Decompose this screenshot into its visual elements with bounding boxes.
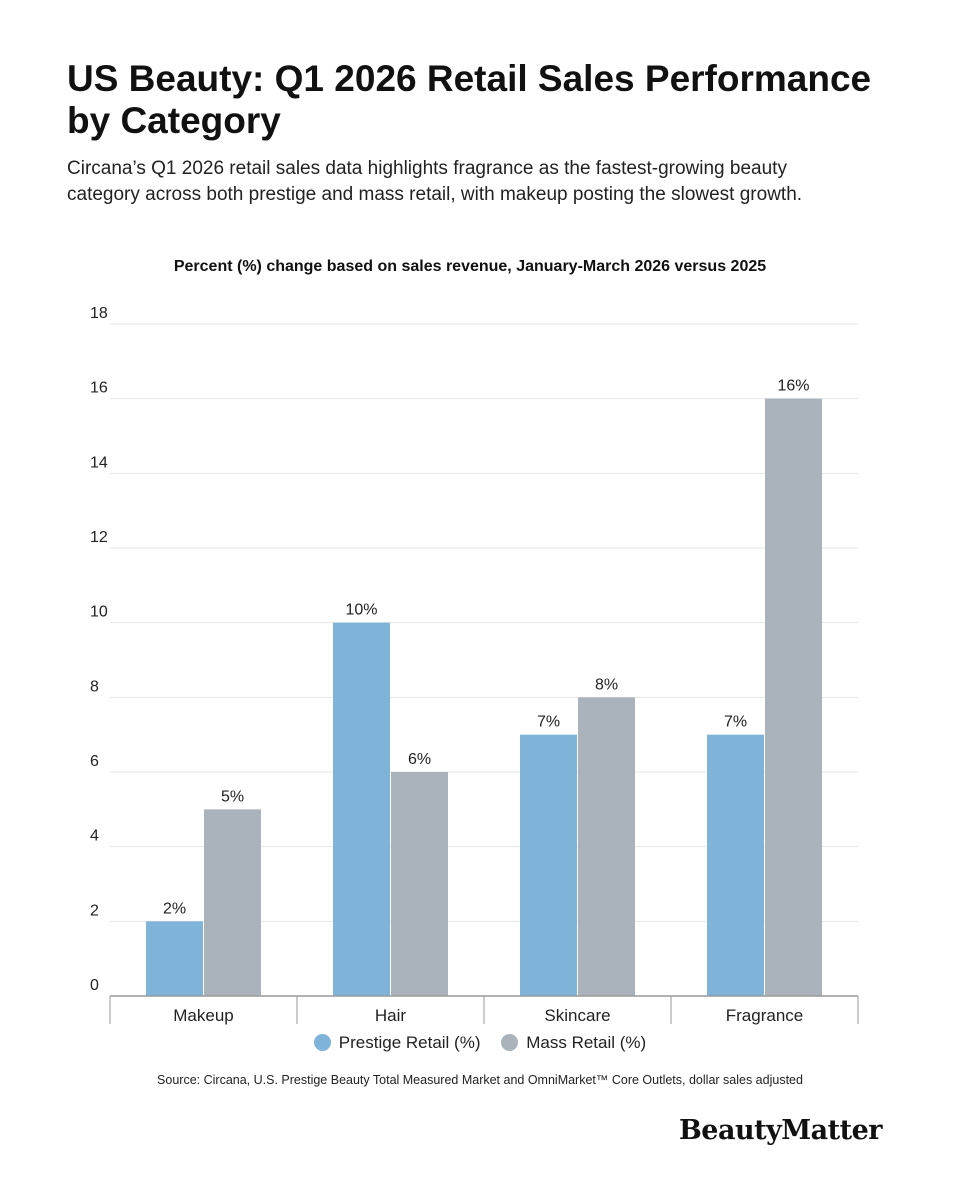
- y-tick-label: 16: [90, 380, 108, 397]
- bar-skincare-mass: [578, 697, 635, 996]
- y-tick-label: 12: [90, 529, 108, 546]
- legend-label-prestige: Prestige Retail (%): [338, 1032, 481, 1052]
- legend-swatch-prestige: [313, 1033, 331, 1051]
- bar-skincare-prestige: [520, 734, 577, 996]
- bar-makeup-mass: [204, 809, 261, 996]
- x-tick-label-hair: Hair: [375, 1006, 407, 1025]
- x-tick-label-skincare: Skincare: [544, 1006, 610, 1025]
- y-tick-label: 4: [90, 828, 99, 845]
- x-axis: Makeup Hair Skincare Fragrance: [109, 995, 859, 1025]
- data-label: 16%: [777, 378, 809, 395]
- legend: Prestige Retail (%) Mass Retail (%): [0, 1032, 960, 1053]
- y-tick-label: 14: [90, 454, 108, 471]
- data-label: 5%: [221, 788, 244, 805]
- page-title: US Beauty: Q1 2026 Retail Sales Performa…: [67, 58, 872, 141]
- data-label: 7%: [724, 714, 747, 731]
- legend-label-mass: Mass Retail (%): [526, 1032, 647, 1052]
- bar-hair-prestige: [333, 622, 390, 996]
- legend-item-mass: Mass Retail (%): [501, 1033, 646, 1053]
- y-tick-label: 18: [90, 305, 108, 322]
- data-label: 8%: [595, 676, 618, 693]
- y-axis-ticks: 0 2 4 6 8 10 12 14 16 18: [90, 305, 108, 994]
- bar-makeup-prestige: [146, 921, 203, 996]
- source-note: Source: Circana, U.S. Prestige Beauty To…: [157, 1073, 803, 1087]
- y-tick-label: 10: [90, 604, 108, 621]
- y-tick-label: 6: [90, 753, 99, 770]
- y-tick-label: 0: [90, 977, 99, 994]
- legend-item-prestige: Prestige Retail (%): [313, 1032, 481, 1053]
- x-tick-label-fragrance: Fragrance: [726, 1006, 803, 1025]
- brand-logo: BeautyMatter: [678, 1115, 883, 1146]
- chart-title: Percent (%) change based on sales revenu…: [173, 258, 767, 275]
- data-label: 10%: [345, 602, 377, 619]
- x-tick-label-makeup: Makeup: [173, 1006, 233, 1025]
- y-tick-label: 8: [90, 678, 99, 695]
- legend-swatch-mass: [501, 1033, 519, 1051]
- bars: [146, 398, 822, 997]
- data-label: 7%: [537, 714, 560, 731]
- y-tick-label: 2: [90, 902, 99, 919]
- data-labels: 2% 5% 10% 6% 7% 8% 7% 16%: [163, 378, 810, 918]
- bar-fragrance-prestige: [707, 734, 764, 996]
- bar-fragrance-mass: [765, 398, 822, 997]
- data-label: 2%: [163, 900, 186, 917]
- data-label: 6%: [408, 751, 431, 768]
- bar-chart: 0 2 4 6 8 10 12 14 16 18 2% 5% 10% 6% 7% 8% 7% 16% Makeu…: [90, 305, 859, 1025]
- page-subtitle: Circana’s Q1 2026 retail sales data high…: [67, 158, 803, 205]
- bar-hair-mass: [391, 772, 448, 996]
